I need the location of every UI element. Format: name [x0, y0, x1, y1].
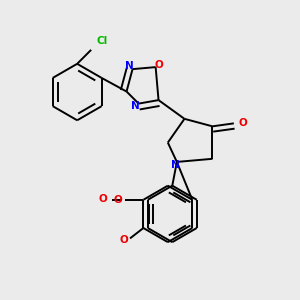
- Text: O: O: [114, 195, 123, 205]
- Text: N: N: [171, 160, 180, 170]
- Text: Cl: Cl: [97, 36, 108, 46]
- Text: O: O: [154, 60, 163, 70]
- Text: O: O: [98, 194, 107, 204]
- Text: N: N: [131, 101, 140, 111]
- Text: N: N: [125, 61, 134, 71]
- Text: O: O: [238, 118, 247, 128]
- Text: O: O: [119, 235, 128, 245]
